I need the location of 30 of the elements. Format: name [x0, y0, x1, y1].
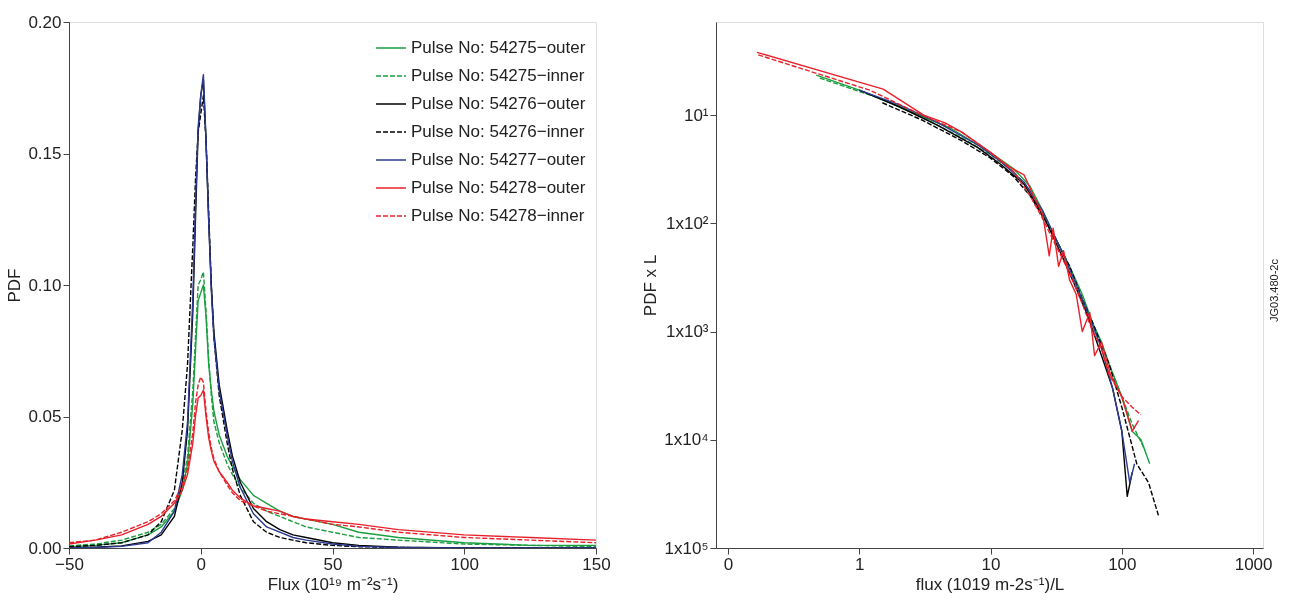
x-tick-label: 10: [981, 554, 1001, 574]
legend-label: Pulse No: 54275−inner: [411, 66, 585, 85]
legend-label: Pulse No: 54278−inner: [411, 206, 585, 225]
legend-label: Pulse No: 54276−outer: [411, 94, 586, 113]
y-tick-label: 1x10⁴: [664, 430, 709, 450]
x-axis-title: Flux (10¹⁹ m⁻²s⁻¹): [267, 574, 399, 594]
legend-label: Pulse No: 54277−outer: [411, 150, 586, 169]
x-tick-label: 0: [723, 554, 734, 574]
legend-label: Pulse No: 54275−outer: [411, 38, 586, 57]
x-tick-label: 1000: [1234, 554, 1273, 574]
x-axis-title: flux (1019 m-2s⁻¹)/L: [915, 574, 1065, 594]
x-tick-label: 100: [450, 554, 479, 574]
y-axis-title: PDF: [5, 268, 25, 303]
legend-label: Pulse No: 54278−outer: [411, 178, 586, 197]
legend-label: Pulse No: 54276−inner: [411, 122, 585, 141]
y-tick-label: 1x10⁵: [664, 538, 709, 558]
y-tick-label: 1x10³: [665, 322, 709, 342]
y-tick-label: 0.20: [28, 12, 62, 32]
text: JG03.480-2c: [1268, 258, 1280, 322]
x-tick-label: 50: [323, 554, 343, 574]
y-tick-label: 10¹: [683, 105, 709, 125]
x-tick-label: 1: [855, 554, 865, 574]
y-tick-label: 0.05: [28, 407, 62, 426]
x-tick-label: 100: [1108, 554, 1137, 574]
x-tick-label: 150: [582, 554, 611, 574]
y-tick-label: 0.10: [28, 275, 62, 295]
y-axis-title: PDF x L: [641, 254, 661, 317]
y-tick-label: 0.15: [28, 144, 62, 163]
y-tick-label: 1x10²: [665, 213, 709, 233]
x-tick-label: 0: [196, 554, 206, 574]
